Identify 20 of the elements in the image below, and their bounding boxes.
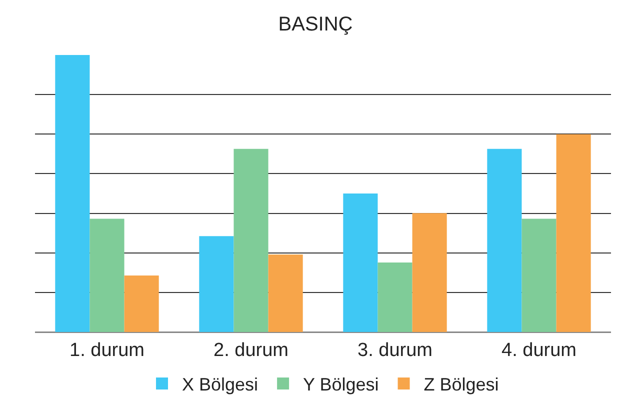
bar (90, 218, 124, 332)
legend-label: Y Bölgesi (303, 374, 379, 394)
bar (268, 254, 303, 332)
legend-label: Z Bölgesi (424, 374, 499, 394)
bar (199, 236, 234, 332)
bar (55, 55, 90, 332)
bar (522, 218, 556, 332)
bar (556, 134, 591, 332)
legend-label: X Bölgesi (182, 374, 258, 394)
bar (124, 275, 159, 332)
bar (487, 148, 522, 332)
bar (234, 148, 268, 332)
x-tick-label: 4. durum (502, 340, 576, 361)
x-tick-label: 1. durum (70, 340, 144, 361)
bar (378, 262, 412, 332)
bar (343, 194, 378, 332)
chart-title: BASINÇ (278, 14, 353, 36)
x-tick-label: 3. durum (358, 340, 432, 361)
bar (412, 213, 447, 332)
x-tick-label: 2. durum (214, 340, 288, 361)
